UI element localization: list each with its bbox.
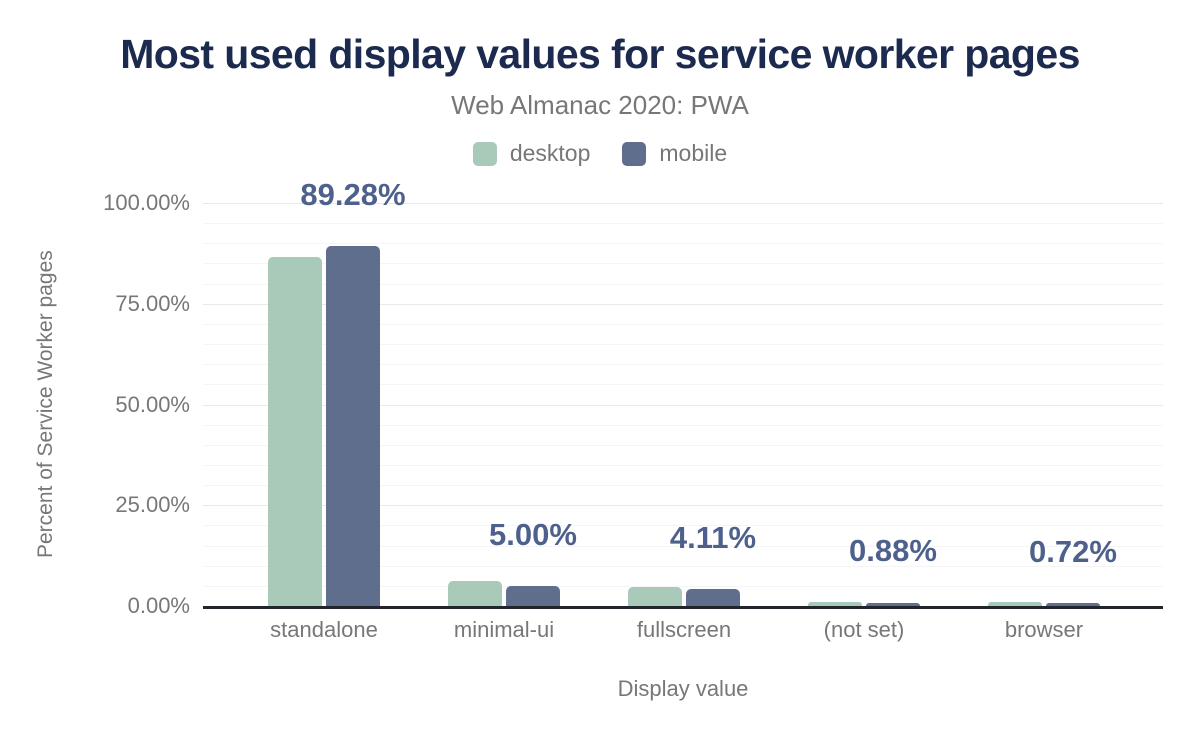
- gridline-minor-60: [203, 364, 1163, 366]
- gridline-minor-45: [203, 424, 1163, 426]
- gridline-minor-65: [203, 344, 1163, 346]
- gridline-minor-15: [203, 545, 1163, 547]
- x-axis-line: [203, 606, 1163, 609]
- x-category-label-fullscreen: fullscreen: [636, 617, 732, 642]
- value-label-fullscreen: 4.11%: [669, 520, 757, 556]
- value-label-browser: 0.72%: [1029, 534, 1117, 570]
- chart-subtitle: Web Almanac 2020: PWA: [451, 90, 749, 120]
- legend-swatch-desktop: [472, 141, 497, 166]
- value-label-minimal-ui: 5.00%: [489, 516, 577, 552]
- gridline-minor-90: [203, 243, 1163, 245]
- plot-area: 89.28% 5.00% 4.11% 0.88% 0.72%: [203, 179, 1163, 606]
- legend-label-mobile: mobile: [659, 140, 728, 166]
- chart-title: Most used display values for service wor…: [120, 31, 1080, 77]
- bar-desktop-fullscreen: [628, 587, 682, 606]
- bar-desktop-minimal-ui: [448, 581, 502, 606]
- gridline-minor-70: [203, 323, 1163, 325]
- y-tick-label-75: 75.00%: [115, 290, 190, 316]
- x-category-label-browser: browser: [1004, 617, 1084, 642]
- y-tick-label-25: 25.00%: [115, 492, 190, 518]
- legend-swatch-mobile: [622, 141, 647, 166]
- y-tick-label-100: 100.00%: [103, 190, 190, 215]
- legend-item-desktop: desktop: [472, 140, 591, 167]
- x-category-label-minimal-ui: minimal-ui: [453, 617, 555, 642]
- bar-mobile-browser: [1046, 603, 1100, 606]
- legend: desktop mobile: [0, 140, 1200, 167]
- y-tick-label-50: 50.00%: [115, 391, 190, 417]
- value-label-(not set): 0.88%: [849, 533, 937, 569]
- x-axis-title: Display value: [617, 676, 749, 701]
- x-category-label-standalone: standalone: [270, 617, 378, 642]
- legend-item-mobile: mobile: [622, 140, 727, 167]
- gridline-minor-40: [203, 444, 1163, 446]
- gridline-minor-10: [203, 565, 1163, 567]
- gridline-minor-5: [203, 585, 1163, 587]
- gridline-minor-95: [203, 223, 1163, 225]
- y-tick-label-0: 0.00%: [127, 593, 190, 618]
- gridline-major-75: [203, 303, 1163, 305]
- gridline-major-25: [203, 505, 1163, 507]
- gridline-major-50: [203, 404, 1163, 406]
- bar-mobile-fullscreen: [686, 589, 740, 606]
- bar-mobile-minimal-ui: [506, 585, 560, 606]
- bar-desktop-standalone: [268, 257, 322, 606]
- legend-label-desktop: desktop: [509, 140, 591, 166]
- bar-desktop-browser: [988, 602, 1042, 606]
- gridline-minor-20: [203, 525, 1163, 527]
- bar-desktop-(not set): [808, 601, 862, 606]
- value-label-standalone: 89.28%: [300, 177, 406, 213]
- gridline-major-100: [203, 203, 1163, 204]
- x-category-label-(not set): (not set): [823, 617, 905, 642]
- gridline-minor-30: [203, 485, 1163, 487]
- bar-mobile-standalone: [326, 246, 380, 606]
- gridline-minor-80: [203, 283, 1163, 285]
- gridline-minor-35: [203, 464, 1163, 466]
- gridline-minor-55: [203, 384, 1163, 386]
- bar-mobile-(not set): [866, 602, 920, 606]
- gridline-minor-85: [203, 263, 1163, 265]
